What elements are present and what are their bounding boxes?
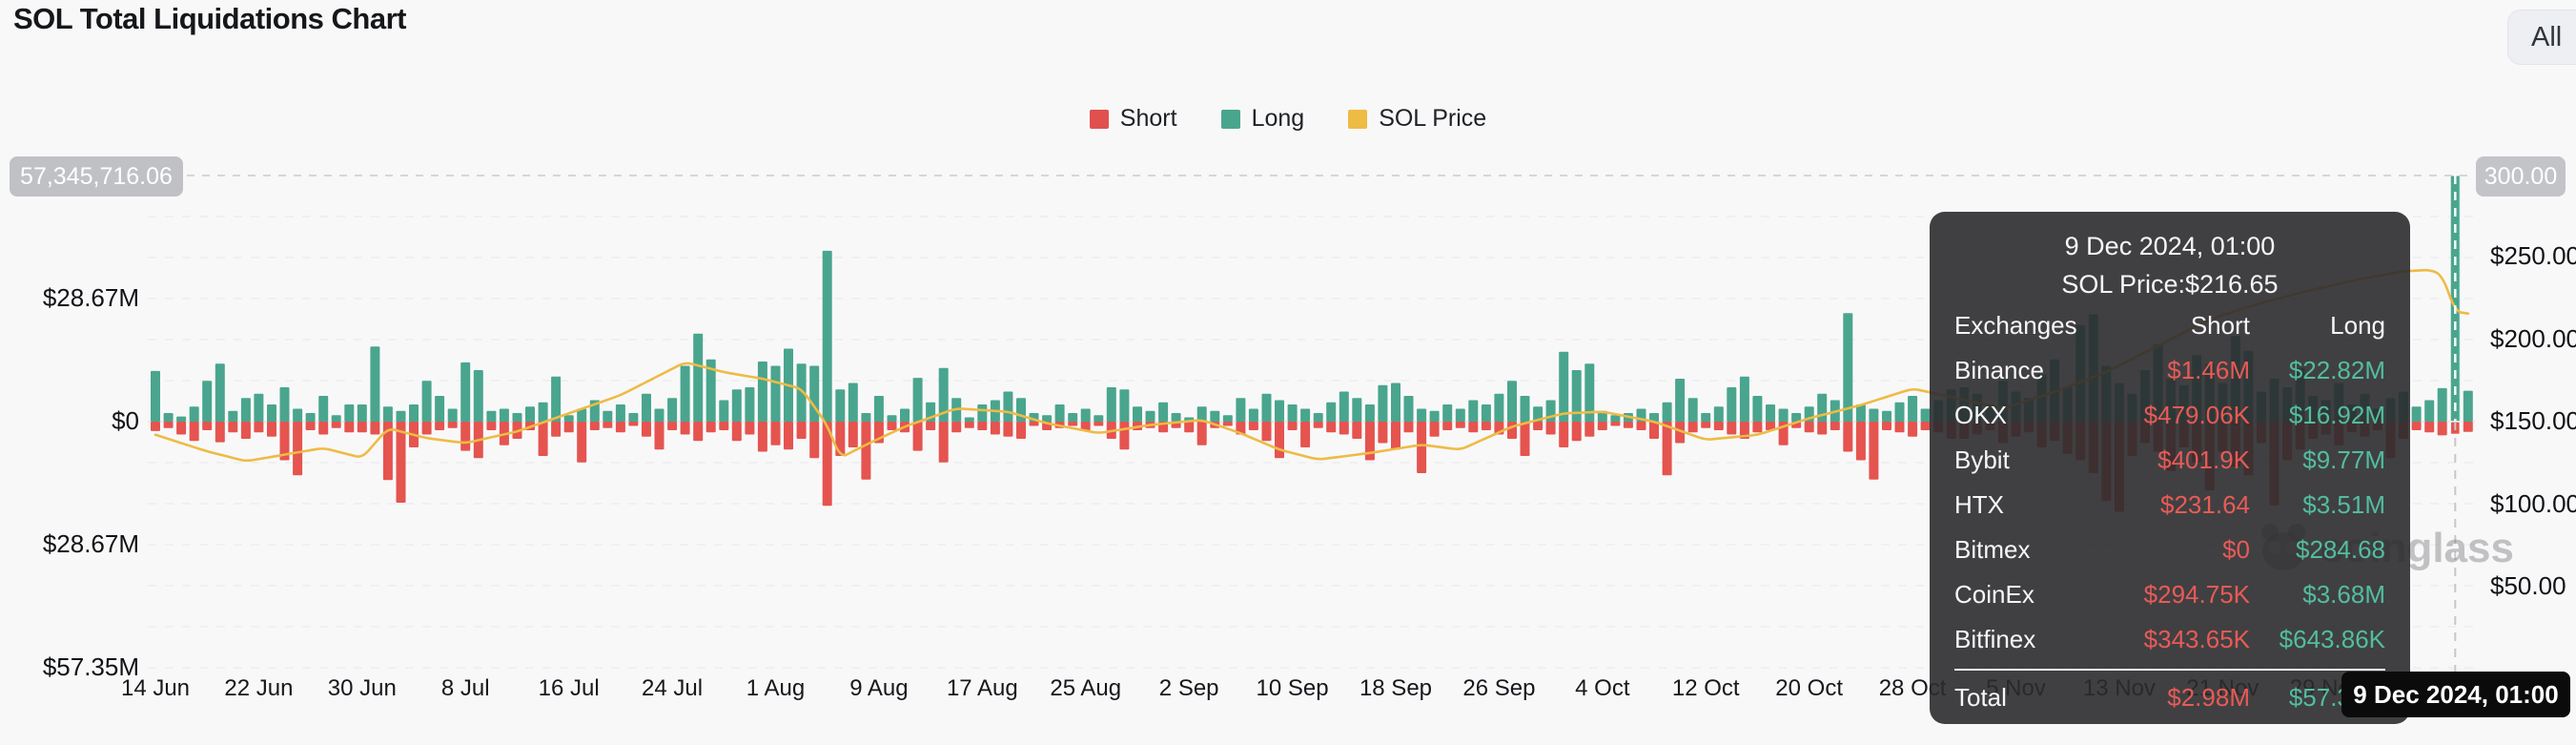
chart-tooltip: 9 Dec 2024, 01:00 SOL Price:$216.65 Exch…	[1930, 212, 2410, 724]
tooltip-cell: $3.51M	[2302, 490, 2385, 519]
legend-label: SOL Price	[1379, 105, 1487, 132]
y-axis-left-tick: $0	[112, 406, 139, 435]
tooltip-cell: Bitmex	[1954, 535, 2031, 564]
legend-label: Long	[1251, 105, 1305, 132]
tooltip-row: CoinEx $294.75K $3.68M	[1954, 572, 2385, 617]
legend-swatch	[1348, 109, 1368, 129]
time-range-label: All	[2531, 21, 2563, 52]
x-axis-tick: 18 Sep	[1359, 675, 1433, 701]
tooltip-date: 9 Dec 2024, 01:00	[2064, 232, 2276, 260]
x-axis-tick: 2 Sep	[1158, 675, 1219, 701]
tooltip-cell: $401.9K	[2157, 445, 2250, 474]
y-axis-right-tick: $100.00	[2490, 488, 2576, 518]
tooltip-row: Bitfinex $343.65K $643.86K	[1954, 617, 2385, 662]
x-axis-tick: 8 Jul	[440, 675, 490, 701]
y-axis-left-tick: $57.35M	[42, 652, 139, 682]
legend-item-short[interactable]: Short	[1089, 105, 1177, 133]
y-axis-left-tick: $28.67M	[42, 529, 139, 558]
page-title: SOL Total Liquidations Chart	[13, 2, 406, 35]
legend-item-sol-price[interactable]: SOL Price	[1348, 105, 1486, 133]
tooltip-total-row: Total $2.98M $57.35M	[1954, 669, 2385, 720]
tooltip-cell: $294.75K	[2143, 580, 2250, 609]
tooltip-cell: Binance	[1954, 356, 2044, 384]
x-axis-tick: 16 Jul	[538, 675, 600, 701]
crosshair-value-badge: 57,345,716.06	[10, 156, 183, 197]
tooltip-cell: $284.68	[2296, 535, 2385, 564]
legend-swatch	[1089, 109, 1109, 129]
tooltip-cell: HTX	[1954, 490, 2004, 519]
tooltip-row: Bitmex $0 $284.68	[1954, 528, 2385, 572]
x-axis-tick: 12 Oct	[1671, 675, 1740, 701]
x-axis-tick: 30 Jun	[327, 675, 397, 701]
tooltip-cell: CoinEx	[1954, 580, 2034, 609]
tooltip-col-short: Short	[2190, 311, 2250, 340]
y-axis-right-tick: $200.00	[2490, 323, 2576, 353]
tooltip-cell: $3.68M	[2302, 580, 2385, 609]
tooltip-cell: $2.98M	[2167, 683, 2250, 712]
crosshair-date-badge: 9 Dec 2024, 01:00	[2341, 672, 2570, 717]
y-axis-right-tick: $50.00	[2490, 571, 2566, 600]
tooltip-cell: Bybit	[1954, 445, 2010, 474]
tooltip-row: HTX $231.64 $3.51M	[1954, 483, 2385, 528]
tooltip-cell: $16.92M	[2288, 401, 2385, 429]
tooltip-col-exchanges: Exchanges	[1954, 311, 2077, 340]
tooltip-cell: $0	[2222, 535, 2250, 564]
tooltip-cell: $9.77M	[2302, 445, 2385, 474]
tooltip-cell: $479.06K	[2143, 401, 2250, 429]
x-axis-tick: 22 Jun	[224, 675, 294, 701]
legend-item-long[interactable]: Long	[1220, 105, 1305, 133]
tooltip-cell: $231.64	[2160, 490, 2250, 519]
x-axis-tick: 9 Aug	[849, 675, 909, 701]
x-axis-tick: 1 Aug	[746, 675, 806, 701]
tooltip-row: Bybit $401.9K $9.77M	[1954, 438, 2385, 483]
x-axis-tick: 10 Sep	[1256, 675, 1329, 701]
tooltip-cell: $343.65K	[2143, 625, 2250, 653]
x-axis-tick: 24 Jul	[642, 675, 704, 701]
x-axis-tick: 20 Oct	[1775, 675, 1843, 701]
tooltip-col-long: Long	[2330, 311, 2385, 340]
x-axis-tick: 4 Oct	[1575, 675, 1630, 701]
y-axis-right-tick: $250.00	[2490, 241, 2576, 270]
tooltip-cell: Bitfinex	[1954, 625, 2036, 653]
tooltip-price: SOL Price:$216.65	[2061, 270, 2279, 299]
x-axis-tick: 17 Aug	[946, 675, 1018, 701]
tooltip-cell: $643.86K	[2279, 625, 2385, 653]
tooltip-cell: $22.82M	[2288, 356, 2385, 384]
time-range-button[interactable]: All	[2507, 10, 2576, 65]
y-axis-left-tick: $28.67M	[42, 283, 139, 312]
x-axis-tick: 14 Jun	[120, 675, 191, 701]
x-axis-tick: 25 Aug	[1050, 675, 1122, 701]
tooltip-header-row: Exchanges Short Long	[1954, 303, 2385, 348]
tooltip-cell: OKX	[1954, 401, 2007, 429]
tooltip-cell: Total	[1954, 683, 2007, 712]
legend-swatch	[1220, 109, 1240, 129]
y-axis-right-tick: $150.00	[2490, 406, 2576, 435]
tooltip-rows: Binance $1.46M $22.82M OKX $479.06K $16.92M By…	[1954, 348, 2385, 720]
tooltip-row: Binance $1.46M $22.82M	[1954, 348, 2385, 393]
tooltip-cell: $1.46M	[2167, 356, 2250, 384]
tooltip-row: OKX $479.06K $16.92M	[1954, 393, 2385, 438]
x-axis-tick: 26 Sep	[1462, 675, 1536, 701]
crosshair-price-badge: 300.00	[2476, 156, 2566, 197]
legend-label: Short	[1119, 105, 1177, 132]
chart-legend: Short Long SOL Price	[0, 105, 2576, 133]
